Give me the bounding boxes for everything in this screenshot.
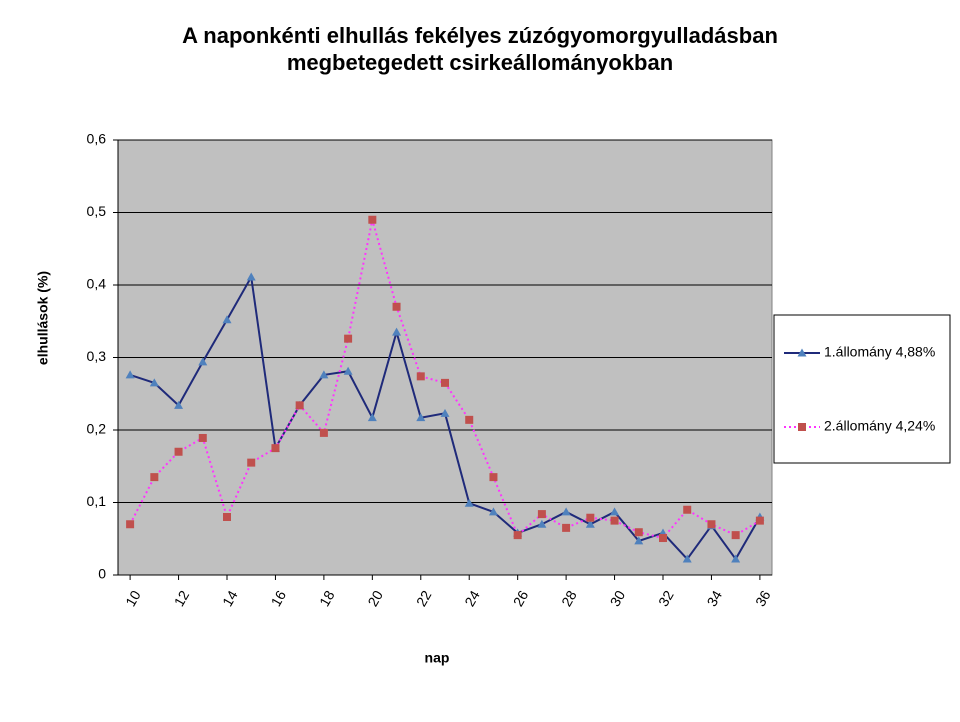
x-tick-label: 30: [607, 587, 629, 609]
marker: [465, 415, 474, 424]
marker: [489, 473, 498, 482]
y-tick-label: 0,2: [87, 421, 107, 437]
x-tick-label: 16: [267, 587, 289, 609]
marker: [561, 507, 571, 516]
x-tick-label: 26: [510, 587, 532, 609]
marker: [149, 378, 159, 387]
marker: [440, 408, 450, 417]
marker: [126, 520, 135, 529]
x-tick-label: 12: [171, 587, 193, 609]
y-tick-label: 0,6: [87, 131, 107, 147]
marker: [150, 473, 159, 482]
marker: [464, 498, 474, 507]
marker: [344, 334, 353, 343]
legend-label: 1.állomány 4,88%: [824, 344, 935, 360]
marker: [246, 272, 256, 281]
legend-label: 2.állomány 4,24%: [824, 418, 935, 434]
x-tick-label: 28: [558, 587, 580, 609]
marker: [174, 400, 184, 409]
marker: [610, 516, 619, 525]
y-tick-label: 0,5: [87, 203, 107, 219]
marker: [368, 215, 377, 224]
marker: [441, 378, 449, 387]
marker: [319, 428, 328, 437]
marker: [537, 519, 547, 528]
x-tick-label: 22: [413, 587, 435, 609]
marker: [416, 413, 426, 422]
marker: [537, 510, 546, 519]
y-tick-label: 0,4: [87, 276, 107, 292]
marker: [125, 370, 135, 379]
marker: [416, 372, 425, 381]
marker: [198, 357, 208, 366]
x-tick-label: 10: [122, 587, 144, 609]
marker: [755, 516, 764, 525]
y-axis-label: elhullások (%): [35, 271, 51, 365]
marker: [682, 554, 692, 563]
x-tick-label: 24: [461, 587, 483, 609]
x-tick-label: 34: [703, 587, 725, 609]
marker: [392, 302, 401, 311]
marker: [174, 447, 183, 456]
x-tick-label: 20: [364, 587, 386, 609]
x-axis-label: nap: [425, 650, 450, 666]
legend-marker: [797, 348, 807, 357]
x-tick-label: 36: [752, 587, 774, 609]
marker: [295, 401, 304, 410]
y-tick-label: 0,3: [87, 348, 107, 364]
marker: [488, 507, 498, 516]
marker: [222, 315, 232, 324]
marker: [223, 513, 231, 521]
x-tick-label: 14: [219, 587, 241, 609]
marker: [634, 536, 644, 545]
marker: [343, 366, 353, 375]
marker: [683, 505, 692, 514]
marker: [586, 513, 595, 522]
x-tick-label: 18: [316, 587, 338, 609]
marker: [707, 520, 716, 529]
marker: [367, 413, 377, 422]
marker: [271, 444, 280, 453]
marker: [585, 519, 595, 528]
marker: [513, 531, 522, 540]
marker: [659, 534, 667, 543]
y-tick-label: 0,1: [87, 493, 107, 509]
marker: [198, 433, 207, 442]
marker: [731, 531, 740, 540]
x-tick-label: 32: [655, 587, 677, 609]
marker: [247, 458, 256, 467]
marker: [392, 327, 402, 336]
legend-box: [773, 314, 951, 464]
chart-title: A naponkénti elhullás fekélyes zúzógyomo…: [182, 23, 778, 75]
marker: [562, 523, 571, 532]
marker: [634, 528, 643, 537]
y-tick-label: 0: [98, 566, 106, 582]
marker: [610, 507, 620, 516]
legend-marker: [798, 423, 806, 431]
marker: [319, 370, 329, 379]
marker: [731, 554, 741, 563]
